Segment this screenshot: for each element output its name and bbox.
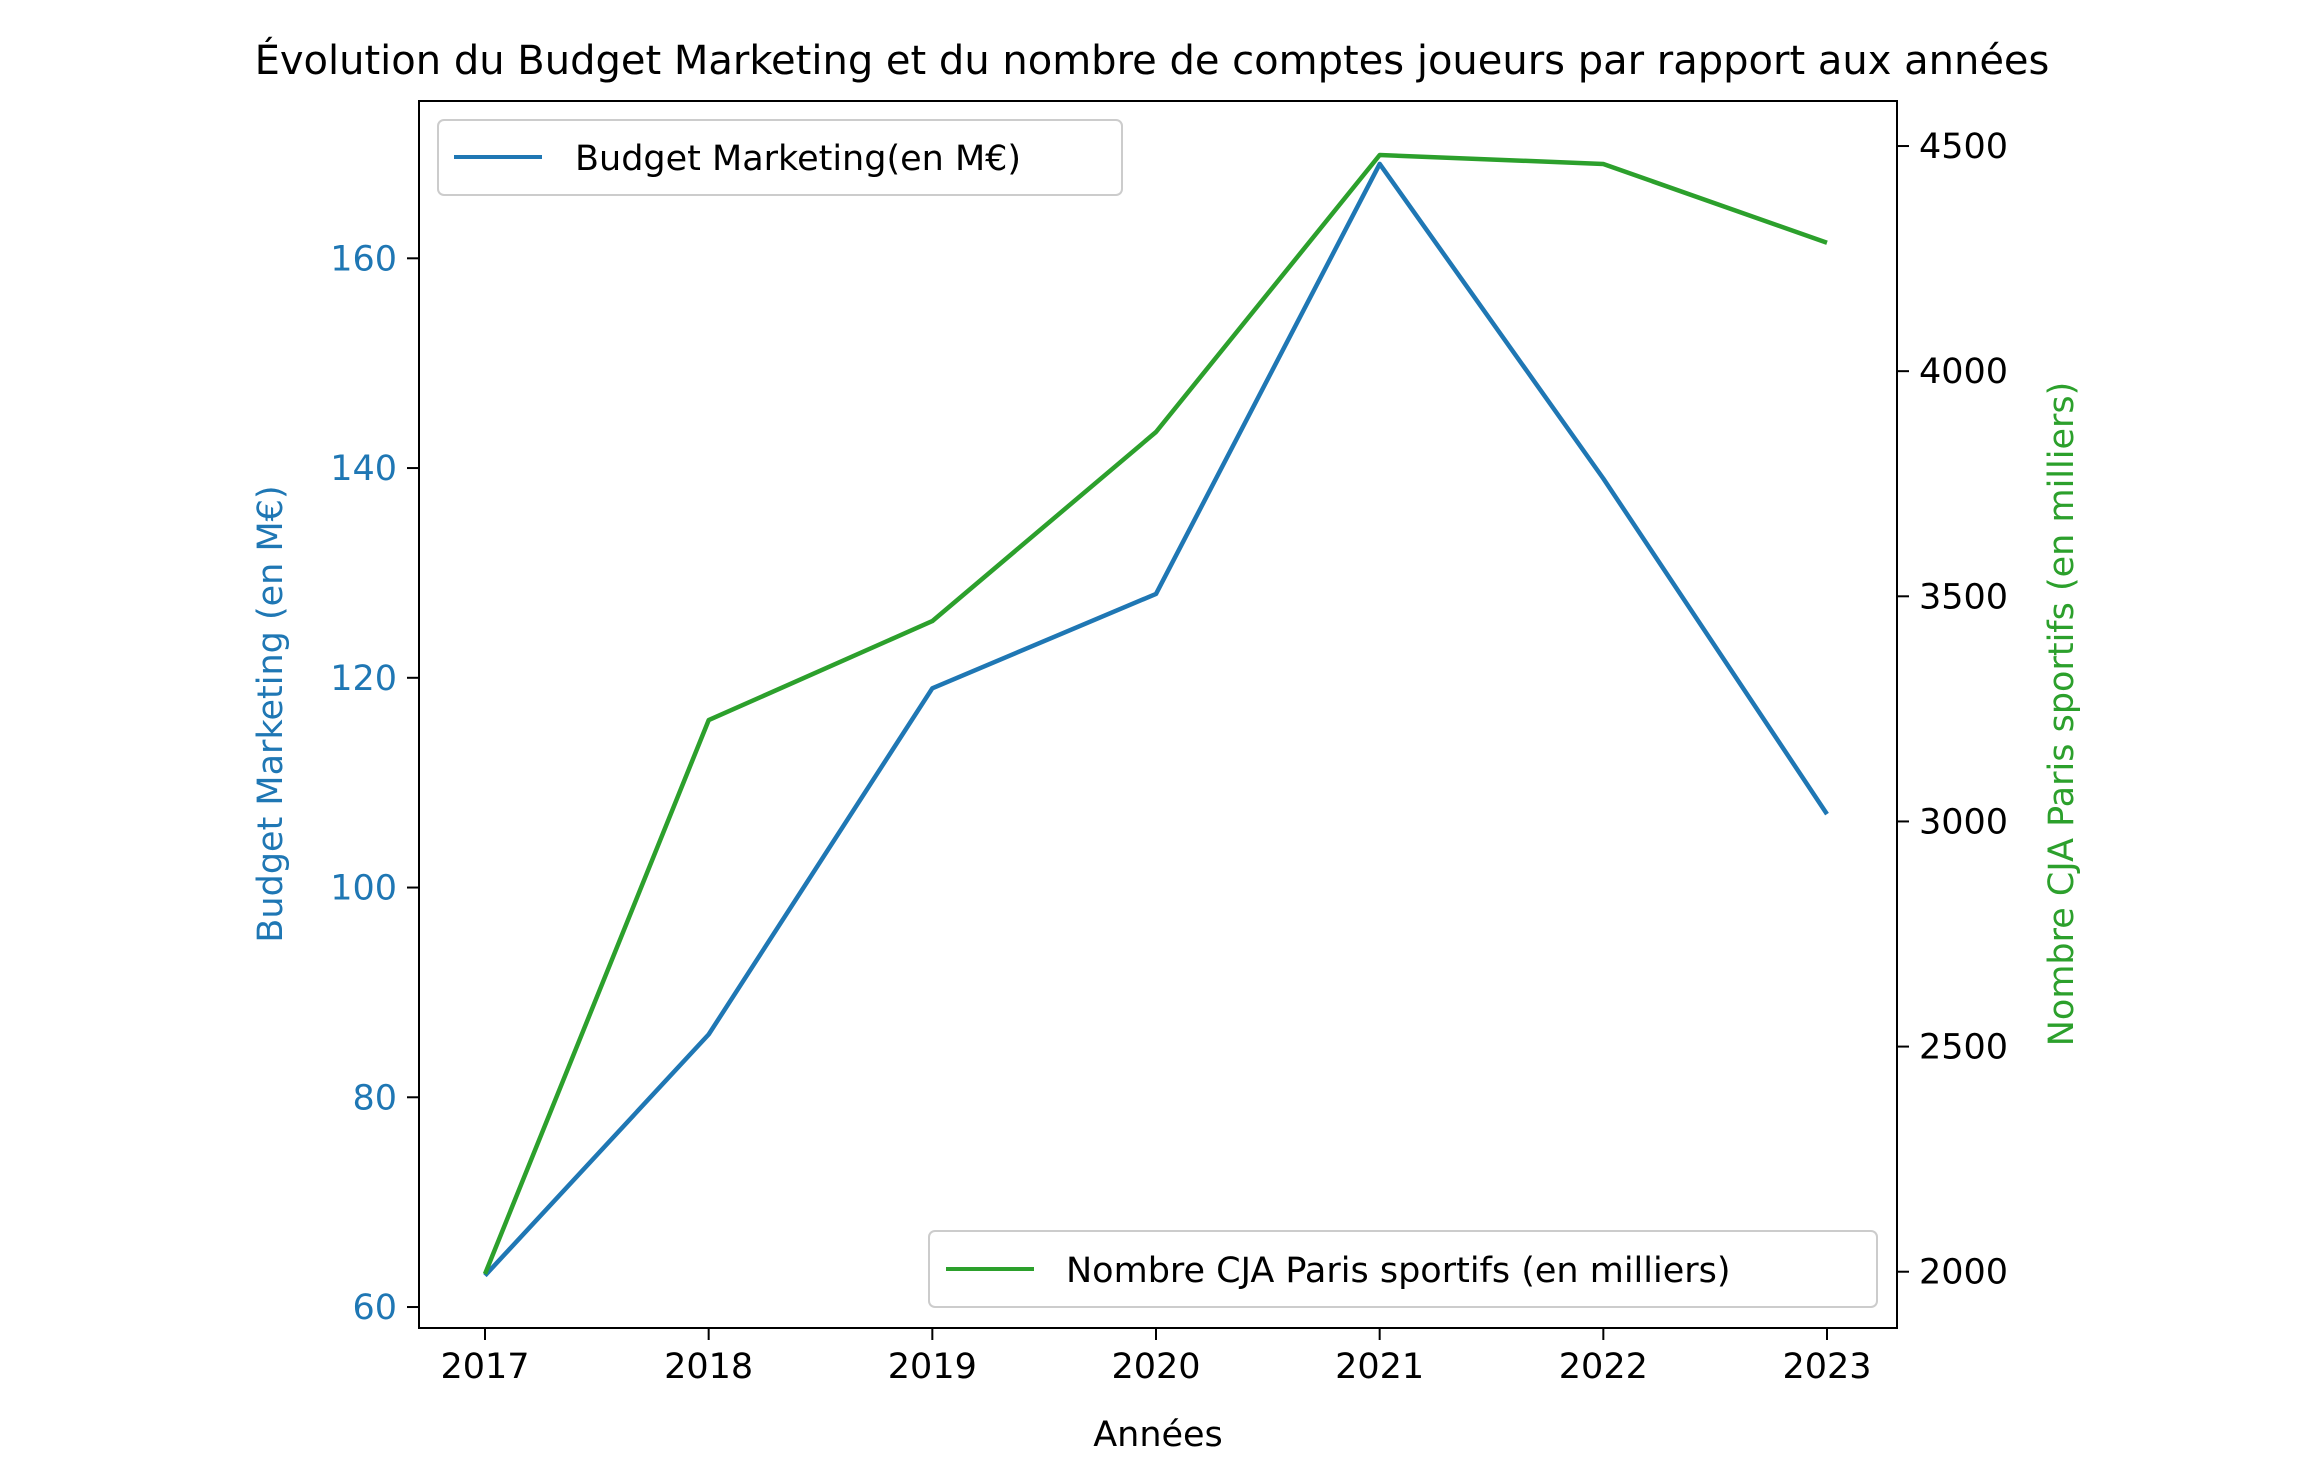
right-y-axis-label: Nombre CJA Paris sportifs (en milliers) — [2042, 382, 2082, 1047]
x-tick-label: 2017 — [440, 1347, 529, 1387]
legend-budget: Budget Marketing(en M€) — [437, 119, 1123, 196]
left-y-tick-label: 100 — [330, 869, 397, 909]
x-axis: 2017 2018 2019 2020 2021 2022 2023 — [440, 1328, 1872, 1387]
legend-label-cja: Nombre CJA Paris sportifs (en milliers) — [1066, 1251, 1731, 1291]
x-tick-label: 2018 — [664, 1347, 753, 1387]
x-tick-label: 2021 — [1335, 1347, 1424, 1387]
right-y-tick-label: 3000 — [1919, 802, 2008, 842]
x-tick-label: 2023 — [1782, 1347, 1871, 1387]
legend-label-budget: Budget Marketing(en M€) — [575, 139, 1021, 179]
left-y-tick-label: 80 — [352, 1078, 397, 1118]
right-y-tick-label: 3500 — [1919, 577, 2008, 617]
right-y-tick-label: 2500 — [1919, 1028, 2008, 1068]
left-y-tick-label: 160 — [330, 239, 397, 279]
x-tick-label: 2020 — [1111, 1347, 1200, 1387]
left-y-tick-label: 120 — [330, 659, 397, 699]
legend-box — [437, 119, 1123, 196]
x-tick-label: 2019 — [888, 1347, 977, 1387]
legend-cja: Nombre CJA Paris sportifs (en milliers) — [928, 1230, 1878, 1308]
left-y-tick-label: 60 — [352, 1288, 397, 1328]
series-lines — [482, 152, 1829, 1278]
x-tick-label: 2022 — [1559, 1347, 1648, 1387]
right-y-tick-label: 2000 — [1919, 1253, 2008, 1293]
right-y-axis: 2000 2500 3000 3500 4000 4500 — [1897, 127, 2008, 1293]
right-y-tick-label: 4000 — [1919, 352, 2008, 392]
legend-box — [928, 1230, 1878, 1308]
left-y-axis: 60 80 100 120 140 160 — [330, 239, 419, 1328]
series-line-budget — [483, 161, 1829, 1278]
right-y-tick-label: 4500 — [1919, 127, 2008, 167]
left-y-tick-label: 140 — [330, 449, 397, 489]
plot-frame — [418, 100, 1898, 1329]
series-line-cja — [482, 152, 1828, 1275]
x-axis-label: Années — [1093, 1415, 1223, 1455]
left-y-axis-label: Budget Marketing (en M€) — [251, 485, 291, 942]
chart-title: Évolution du Budget Marketing et du nomb… — [255, 36, 2050, 84]
